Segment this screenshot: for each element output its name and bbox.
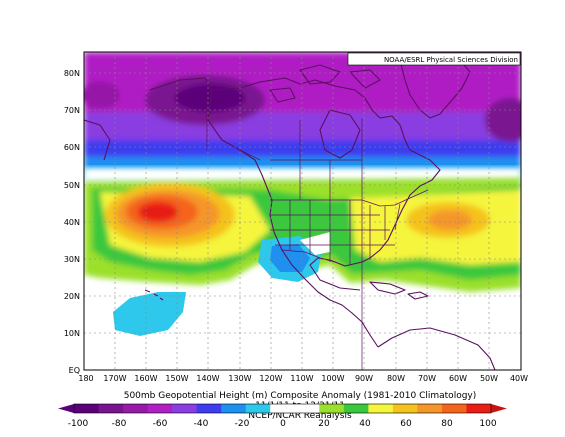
- lon-label: 160W: [134, 374, 157, 383]
- coast-hispaniola: [407, 291, 429, 300]
- lon-label: 50W: [480, 374, 498, 383]
- lat-label: 20N: [64, 292, 80, 301]
- state-lines: [270, 200, 401, 265]
- low-center-west: [84, 81, 120, 109]
- high-atlantic-core: [428, 210, 472, 230]
- colorbar-swatch: [343, 404, 369, 413]
- colorbar-min-arrow: [58, 404, 74, 413]
- coast-kamchatka: [84, 119, 111, 161]
- colorbar-tick-label: -80: [112, 419, 127, 429]
- lon-label: 40W: [510, 374, 528, 383]
- colorbar-tick-label: -20: [235, 419, 250, 429]
- lon-label: 80W: [387, 374, 405, 383]
- colorbar-swatch: [368, 404, 394, 413]
- graticule: [84, 52, 521, 370]
- colorbar-frame: [73, 403, 492, 414]
- neutral-band: [84, 168, 521, 182]
- credit-box: [347, 52, 521, 66]
- coast-hawaii: [144, 289, 164, 301]
- lon-label: 100W: [321, 374, 344, 383]
- colorbar-tick-label: 60: [400, 419, 412, 429]
- colorbar-swatch: [319, 404, 345, 413]
- colorbar-tick-label: 80: [441, 419, 453, 429]
- lat-label: 70N: [64, 106, 80, 115]
- latitude-labels: 80N 70N 60N 50N 40N 30N 20N 10N EQ: [64, 69, 80, 375]
- colorbar-tick-label: 40: [359, 419, 371, 429]
- lat-label: 40N: [64, 218, 80, 227]
- colorbar-swatch: [221, 404, 247, 413]
- colorbar-swatch: [441, 404, 467, 413]
- longitude-labels: 180 170W 160W 150W 140W 130W 120W 110W 1…: [78, 374, 528, 383]
- colorbar: [58, 403, 507, 414]
- plot-title: 500mb Geopotential Height (m) Composite …: [124, 391, 477, 401]
- credit-text: NOAA/ESRL Physical Sciences Division: [384, 56, 518, 64]
- cutoff-low-mexico-core: [270, 244, 310, 272]
- colorbar-tick-label: -40: [194, 419, 209, 429]
- colorbar-swatch: [98, 404, 124, 413]
- border-us-mexico: [281, 249, 336, 263]
- colorbar-tick-label: -100: [68, 419, 89, 429]
- lat-label: 10N: [64, 329, 80, 338]
- colorbar-swatch: [172, 404, 198, 413]
- coast-cuba: [369, 281, 406, 295]
- colorbar-swatch: [123, 404, 149, 413]
- lat-label: 80N: [64, 69, 80, 78]
- coast-hudson: [319, 109, 361, 159]
- positive-anomaly-field: [84, 178, 521, 292]
- lat-label: 60N: [64, 143, 80, 152]
- colorbar-ticks: -100 -80 -60 -40 -20 0 20 40 60 80 100: [68, 419, 497, 429]
- cutoff-low-hawaii: [113, 292, 186, 336]
- coast-arctic: [211, 77, 441, 263]
- lat-label: 30N: [64, 255, 80, 264]
- lat-label: 50N: [64, 181, 80, 190]
- lon-label: 90W: [355, 374, 373, 383]
- lon-label: 120W: [259, 374, 282, 383]
- negative-anomaly-field: [84, 52, 521, 180]
- lon-label: 60W: [449, 374, 467, 383]
- low-center-atlantic: [485, 98, 521, 142]
- lat-label: EQ: [69, 366, 80, 375]
- lon-label: 150W: [165, 374, 188, 383]
- colorbar-tick-label: -60: [153, 419, 168, 429]
- map-frame: [83, 51, 522, 371]
- coast-gulf: [309, 257, 363, 291]
- low-center-alaska-core: [175, 84, 245, 112]
- colorbar-tick-label: 100: [479, 419, 496, 429]
- colorbar-swatch: [74, 404, 100, 413]
- map-panel: [84, 52, 521, 370]
- colorbar-swatch: [294, 404, 320, 413]
- political-boundaries: [206, 100, 429, 370]
- lon-label: 110W: [290, 374, 313, 383]
- colorbar-tick-label: 0: [280, 419, 286, 429]
- lon-label: 130W: [228, 374, 251, 383]
- colorbar-swatch: [466, 404, 492, 413]
- plot-source: NCEP/NCAR Reanalysis: [248, 411, 352, 421]
- lon-label: 180: [78, 374, 93, 383]
- province-lines: [239, 120, 362, 200]
- colorbar-tick-label: 20: [318, 419, 330, 429]
- colorbar-swatch: [245, 404, 271, 413]
- lon-label: 70W: [418, 374, 436, 383]
- border-us-canada: [270, 189, 429, 207]
- white-gap-usa: [300, 232, 330, 255]
- lon-label: 140W: [196, 374, 219, 383]
- colorbar-swatch: [392, 404, 418, 413]
- lon-label: 170W: [103, 374, 126, 383]
- colorbar-swatch: [147, 404, 173, 413]
- coast-southamerica: [377, 327, 496, 370]
- colorbar-swatch: [270, 404, 296, 413]
- colorbar-max-arrow: [491, 404, 507, 413]
- coast-islands: [269, 64, 381, 103]
- colorbar-swatch: [196, 404, 222, 413]
- colorbar-swatch: [417, 404, 443, 413]
- high-pacific-core: [138, 202, 178, 222]
